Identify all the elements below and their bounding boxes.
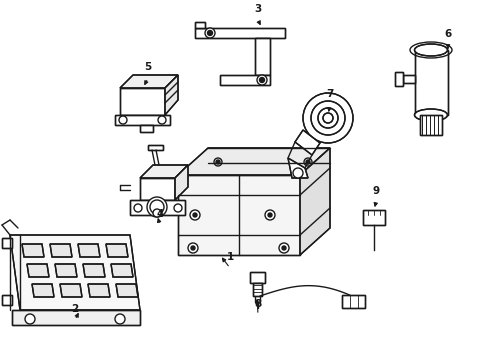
Polygon shape xyxy=(254,38,269,75)
Circle shape xyxy=(119,116,127,124)
Circle shape xyxy=(304,158,311,166)
Polygon shape xyxy=(362,210,384,225)
Polygon shape xyxy=(83,264,105,277)
Text: 3: 3 xyxy=(254,4,261,14)
Polygon shape xyxy=(402,75,414,83)
Polygon shape xyxy=(287,158,307,178)
Text: 1: 1 xyxy=(226,252,233,262)
Text: 4: 4 xyxy=(156,209,163,219)
Polygon shape xyxy=(120,75,178,88)
Text: 9: 9 xyxy=(372,186,379,196)
Polygon shape xyxy=(55,264,77,277)
Polygon shape xyxy=(195,22,204,28)
Ellipse shape xyxy=(414,44,447,56)
Circle shape xyxy=(150,200,163,214)
Circle shape xyxy=(204,28,215,38)
Polygon shape xyxy=(27,264,49,277)
Circle shape xyxy=(158,116,165,124)
Polygon shape xyxy=(195,28,285,38)
Circle shape xyxy=(153,209,161,217)
Polygon shape xyxy=(294,130,319,155)
Polygon shape xyxy=(341,295,364,308)
Ellipse shape xyxy=(414,109,447,121)
Polygon shape xyxy=(106,244,128,257)
Circle shape xyxy=(190,210,200,220)
Polygon shape xyxy=(78,244,100,257)
Circle shape xyxy=(282,246,285,250)
Polygon shape xyxy=(175,165,187,200)
Polygon shape xyxy=(10,235,140,310)
Polygon shape xyxy=(22,244,44,257)
Polygon shape xyxy=(12,310,140,325)
Polygon shape xyxy=(178,148,329,175)
Polygon shape xyxy=(299,148,329,255)
Polygon shape xyxy=(220,75,269,85)
Circle shape xyxy=(323,113,332,123)
Polygon shape xyxy=(249,272,264,283)
Polygon shape xyxy=(164,75,178,115)
Circle shape xyxy=(193,213,197,217)
Circle shape xyxy=(207,31,212,36)
Text: 5: 5 xyxy=(144,62,151,72)
Polygon shape xyxy=(419,115,441,135)
Circle shape xyxy=(279,243,288,253)
Polygon shape xyxy=(414,50,447,115)
Polygon shape xyxy=(60,284,82,297)
Circle shape xyxy=(267,213,271,217)
Polygon shape xyxy=(252,283,262,296)
Text: 8: 8 xyxy=(254,299,261,309)
Polygon shape xyxy=(2,295,12,305)
Circle shape xyxy=(115,314,125,324)
Polygon shape xyxy=(111,264,133,277)
Polygon shape xyxy=(178,175,299,255)
Polygon shape xyxy=(32,284,54,297)
Circle shape xyxy=(214,158,222,166)
Polygon shape xyxy=(148,145,163,150)
Polygon shape xyxy=(140,125,153,132)
Polygon shape xyxy=(88,284,110,297)
Polygon shape xyxy=(2,238,12,248)
Polygon shape xyxy=(140,165,187,178)
Circle shape xyxy=(303,93,352,143)
Polygon shape xyxy=(120,88,164,115)
Circle shape xyxy=(147,197,167,217)
Circle shape xyxy=(187,243,198,253)
Polygon shape xyxy=(115,115,170,125)
Polygon shape xyxy=(130,200,184,215)
Circle shape xyxy=(317,108,337,128)
Circle shape xyxy=(259,77,264,82)
Polygon shape xyxy=(394,72,402,86)
Circle shape xyxy=(174,204,182,212)
Polygon shape xyxy=(50,244,72,257)
Polygon shape xyxy=(140,178,175,200)
Circle shape xyxy=(25,314,35,324)
Text: 6: 6 xyxy=(444,29,451,39)
Circle shape xyxy=(305,160,309,164)
Circle shape xyxy=(292,168,303,178)
Polygon shape xyxy=(116,284,138,297)
Circle shape xyxy=(134,204,142,212)
Circle shape xyxy=(257,75,266,85)
Circle shape xyxy=(216,160,220,164)
Text: 7: 7 xyxy=(325,89,333,99)
Circle shape xyxy=(264,210,274,220)
Text: 2: 2 xyxy=(71,304,79,314)
Circle shape xyxy=(310,101,345,135)
Circle shape xyxy=(191,246,195,250)
